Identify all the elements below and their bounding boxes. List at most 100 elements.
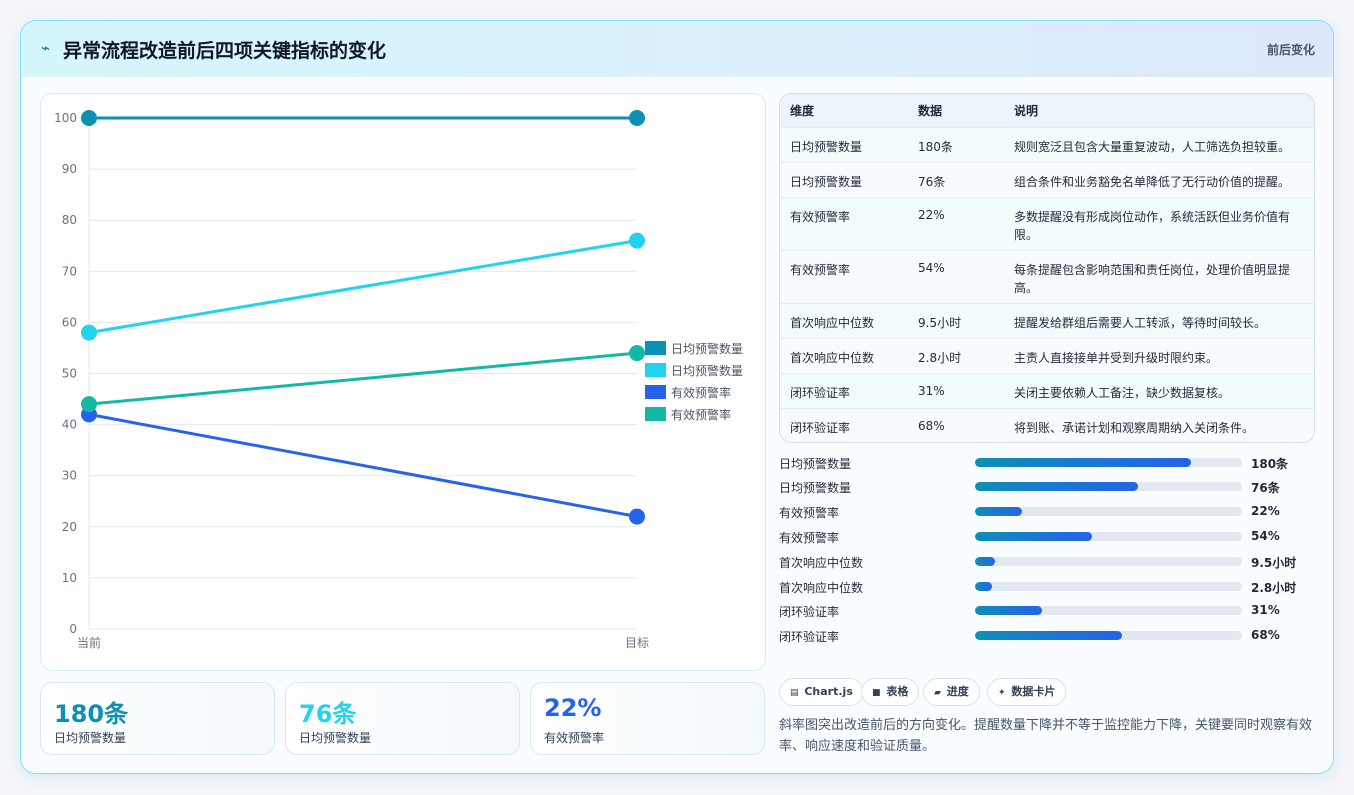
table-cell: 主责人直接接单并受到升级时限约束。 bbox=[1004, 337, 1314, 373]
progress-fill bbox=[975, 631, 1122, 640]
y-tick-label: 50 bbox=[62, 367, 77, 381]
chart-canvas: 0 10 20 30 40 50 60 70 80 90 100 当前 目标 日均预警数量日均预警数量有效… bbox=[54, 110, 743, 650]
table-header-cell: 维度 bbox=[790, 103, 815, 118]
progress-value: 68% bbox=[1251, 628, 1280, 642]
kpi-value: 22% bbox=[544, 694, 602, 722]
progress-value: 2.8小时 bbox=[1251, 581, 1297, 595]
table-icon: ■ bbox=[872, 688, 881, 698]
table-row: 日均预警数量 76条 组合条件和业务豁免名单降低了无行动价值的提醒。 bbox=[780, 161, 1314, 197]
y-tick-label: 100 bbox=[54, 111, 77, 125]
progress-fill bbox=[975, 507, 1022, 516]
data-point bbox=[81, 110, 97, 126]
table-cell: 54% bbox=[908, 249, 1004, 303]
header-tag: 前后变化 bbox=[1266, 43, 1315, 57]
chip-progress[interactable]: ▰ 进度 bbox=[923, 678, 980, 706]
progress-value: 180条 bbox=[1251, 457, 1289, 471]
legend-label: 日均预警数量 bbox=[671, 363, 743, 378]
progress-track bbox=[975, 606, 1242, 615]
kpi-value: 76条 bbox=[299, 700, 357, 728]
progress-track bbox=[975, 482, 1242, 491]
table-cell: 31% bbox=[908, 372, 1004, 408]
table-cell: 闭环验证率 bbox=[780, 372, 908, 408]
chip-label: 表格 bbox=[886, 685, 909, 698]
progress-label: 有效预警率 bbox=[779, 506, 840, 520]
table-cell: 提醒发给群组后需要人工转派，等待时间较长。 bbox=[1004, 302, 1314, 338]
progress-fill bbox=[975, 458, 1192, 467]
y-tick-label: 60 bbox=[62, 315, 77, 329]
table-cell: 首次响应中位数 bbox=[780, 337, 908, 373]
progress-track bbox=[975, 458, 1242, 467]
table-cell: 180条 bbox=[908, 126, 1004, 162]
table-row: 闭环验证率 68% 将到账、承诺计划和观察周期纳入关闭条件。 bbox=[780, 407, 1314, 442]
main-card: ⌁ 异常流程改造前后四项关键指标的变化 前后变化 0 10 20 30 40 50 60 70… bbox=[20, 20, 1334, 774]
slope-chart: 0 10 20 30 40 50 60 70 80 90 100 当前 目标 日均预警数量 日均预警数量 有效… bbox=[40, 93, 766, 671]
progress-row: 闭环验证率 31% bbox=[779, 601, 1315, 621]
progress-row: 首次响应中位数 9.5小时 bbox=[779, 552, 1315, 572]
chip-label: Chart.js bbox=[804, 685, 853, 698]
table-row: 首次响应中位数 9.5小时 提醒发给群组后需要人工转派，等待时间较长。 bbox=[780, 302, 1314, 338]
legend-swatch bbox=[645, 407, 666, 421]
progress-label: 闭环验证率 bbox=[779, 630, 840, 644]
progress-label: 日均预警数量 bbox=[779, 481, 852, 495]
table-header-row: 维度 数据 说明 bbox=[780, 94, 1314, 127]
progress-track bbox=[975, 507, 1242, 516]
progress-fill bbox=[975, 532, 1093, 541]
progress-fill bbox=[975, 482, 1138, 491]
chip-table[interactable]: ■ 表格 bbox=[861, 678, 920, 706]
progress-track bbox=[975, 631, 1242, 640]
table-row: 日均预警数量 180条 规则宽泛且包含大量重复波动，人工筛选负担较重。 bbox=[780, 126, 1314, 162]
kpi-label: 日均预警数量 bbox=[54, 731, 127, 745]
kpi-value: 180条 bbox=[54, 700, 129, 728]
progress-row: 闭环验证率 68% bbox=[779, 626, 1315, 646]
progress-row: 日均预警数量 76条 bbox=[779, 477, 1315, 497]
table-cell: 有效预警率 bbox=[780, 196, 908, 250]
progress-icon: ▰ bbox=[934, 688, 941, 698]
legend-swatch bbox=[645, 363, 666, 377]
chart-icon: ▤ bbox=[790, 688, 799, 698]
x-tick-label: 目标 bbox=[625, 636, 649, 650]
data-point bbox=[81, 396, 97, 413]
y-tick-label: 10 bbox=[62, 571, 77, 585]
card-header: ⌁ 异常流程改造前后四项关键指标的变化 前后变化 bbox=[21, 21, 1333, 77]
table-row: 闭环验证率 31% 关闭主要依赖人工备注，缺少数据复核。 bbox=[780, 372, 1314, 408]
table-header-cell: 数据 bbox=[918, 103, 943, 118]
lightning-icon: ⌁ bbox=[41, 39, 51, 57]
progress-row: 首次响应中位数 2.8小时 bbox=[779, 577, 1315, 597]
table-cell: 关闭主要依赖人工备注，缺少数据复核。 bbox=[1004, 372, 1314, 408]
progress-value: 31% bbox=[1251, 603, 1280, 617]
progress-row: 日均预警数量 180条 bbox=[779, 453, 1315, 473]
table-cell: 将到账、承诺计划和观察周期纳入关闭条件。 bbox=[1004, 407, 1314, 442]
kpi-card: 180条 日均预警数量 bbox=[40, 682, 275, 755]
progress-value: 22% bbox=[1251, 504, 1280, 518]
table-cell: 日均预警数量 bbox=[780, 126, 908, 162]
progress-value: 9.5小时 bbox=[1251, 556, 1297, 570]
progress-value: 76条 bbox=[1251, 481, 1280, 495]
sparkle-icon: ✦ bbox=[998, 688, 1006, 698]
table-cell: 多数提醒没有形成岗位动作，系统活跃但业务价值有限。 bbox=[1004, 196, 1314, 250]
kpi-label: 日均预警数量 bbox=[299, 731, 372, 745]
progress-list: 日均预警数量 180条 日均预警数量 76条 有效预警率 22% 有效预警率 5… bbox=[779, 453, 1315, 646]
progress-value: 54% bbox=[1251, 529, 1280, 543]
data-point bbox=[629, 508, 645, 525]
table-header-cell: 说明 bbox=[1014, 103, 1039, 118]
chip-chartjs[interactable]: ▤ Chart.js bbox=[779, 678, 864, 706]
progress-row: 有效预警率 54% bbox=[779, 527, 1315, 547]
chip-data-card[interactable]: ✦ 数据卡片 bbox=[987, 678, 1067, 706]
y-tick-label: 70 bbox=[62, 264, 77, 278]
progress-fill bbox=[975, 582, 993, 591]
legend-swatch bbox=[645, 341, 666, 355]
y-tick-label: 80 bbox=[62, 213, 77, 227]
y-tick-label: 0 bbox=[69, 622, 77, 636]
table-cell: 22% bbox=[908, 196, 1004, 250]
table-cell: 76条 bbox=[908, 161, 1004, 197]
data-point bbox=[629, 110, 645, 126]
chip-label: 进度 bbox=[946, 685, 969, 698]
progress-fill bbox=[975, 557, 996, 566]
table-cell: 每条提醒包含影响范围和责任岗位，处理价值明显提高。 bbox=[1004, 249, 1314, 303]
progress-row: 有效预警率 22% bbox=[779, 502, 1315, 522]
table-row: 首次响应中位数 2.8小时 主责人直接接单并受到升级时限约束。 bbox=[780, 337, 1314, 373]
page-title: 异常流程改造前后四项关键指标的变化 bbox=[63, 40, 387, 62]
series-line bbox=[88, 351, 638, 406]
progress-label: 有效预警率 bbox=[779, 531, 840, 545]
data-table: 维度 数据 说明 日均预警数量 180条 规则宽泛且包含大量重复波动，人工筛选负… bbox=[779, 93, 1315, 443]
